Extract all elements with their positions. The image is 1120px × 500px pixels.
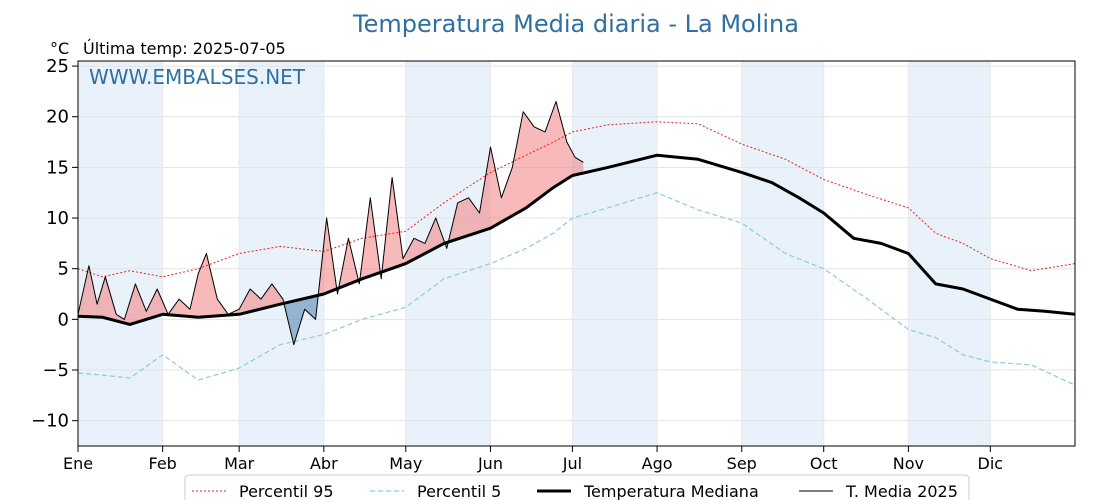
x-tick-label-sep: Sep (727, 454, 757, 473)
x-tick-label-abr: Abr (310, 454, 338, 473)
series-percentil-5 (77, 192, 1076, 386)
x-tick-label-mar: Mar (224, 454, 255, 473)
legend-p95-label: Percentil 95 (239, 482, 334, 500)
month-band-ene (78, 61, 163, 446)
y-tick-label-5: 5 (58, 259, 69, 280)
above-fill-6 (360, 197, 382, 280)
legend-box (184, 474, 970, 500)
legend-p5-label: Percentil 5 (417, 482, 501, 500)
month-band-jul (572, 61, 658, 446)
unit-label: °C (50, 39, 69, 58)
month-band-sep (741, 61, 824, 446)
y-tick-label--10: −10 (31, 411, 69, 432)
legend-median-label: Temperatura Mediana (583, 482, 759, 500)
y-tick-label-0: 0 (58, 309, 69, 330)
watermark: WWW.EMBALSES.NET (89, 65, 306, 89)
legend-current-label: T. Media 2025 (845, 482, 958, 500)
anomaly-fills (78, 101, 584, 345)
plot-frame (77, 60, 1076, 447)
chart-title: Temperatura Media diaria - La Molina (352, 10, 799, 38)
y-tick-label-25: 25 (46, 56, 69, 77)
x-tick-label-oct: Oct (810, 454, 838, 473)
y-tick-label-15: 15 (46, 157, 69, 178)
above-fill-4 (338, 238, 360, 289)
above-fill-0 (78, 253, 285, 325)
y-tick-label-10: 10 (46, 208, 69, 229)
above-fill-10 (449, 101, 584, 242)
x-tick-label-jun: Jun (477, 454, 503, 473)
series-t-media-2025 (77, 101, 584, 346)
x-tick-label-feb: Feb (149, 454, 177, 473)
x-tick-label-ago: Ago (642, 454, 673, 473)
x-tick-label-dic: Dic (978, 454, 1004, 473)
y-tick-label-20: 20 (46, 107, 69, 128)
x-tick-label-ene: Ene (63, 454, 93, 473)
x-tick-label-nov: Nov (893, 454, 924, 473)
above-fill-8 (382, 177, 446, 272)
y-axis: 25 20 15 10 5 0 −5 −10 (31, 56, 78, 432)
series-percentil-95 (77, 121, 1076, 278)
x-axis: Ene Feb Mar Abr May Jun Jul Ago Sep Oct Nov Dic (63, 446, 1003, 473)
x-tick-label-jul: Jul (562, 454, 582, 473)
month-band-mar (239, 61, 324, 446)
month-bands (78, 61, 991, 446)
x-tick-label-may: May (389, 454, 422, 473)
y-tick-label--5: −5 (42, 360, 69, 381)
series-temperatura-mediana (77, 153, 1076, 326)
above-fill-2 (318, 218, 338, 296)
legend: Percentil 95 Percentil 5 Temperatura Med… (184, 474, 970, 500)
month-band-nov (908, 61, 991, 446)
series-lines (77, 101, 1076, 386)
last-temp-label: Última temp: 2025-07-05 (83, 39, 286, 58)
